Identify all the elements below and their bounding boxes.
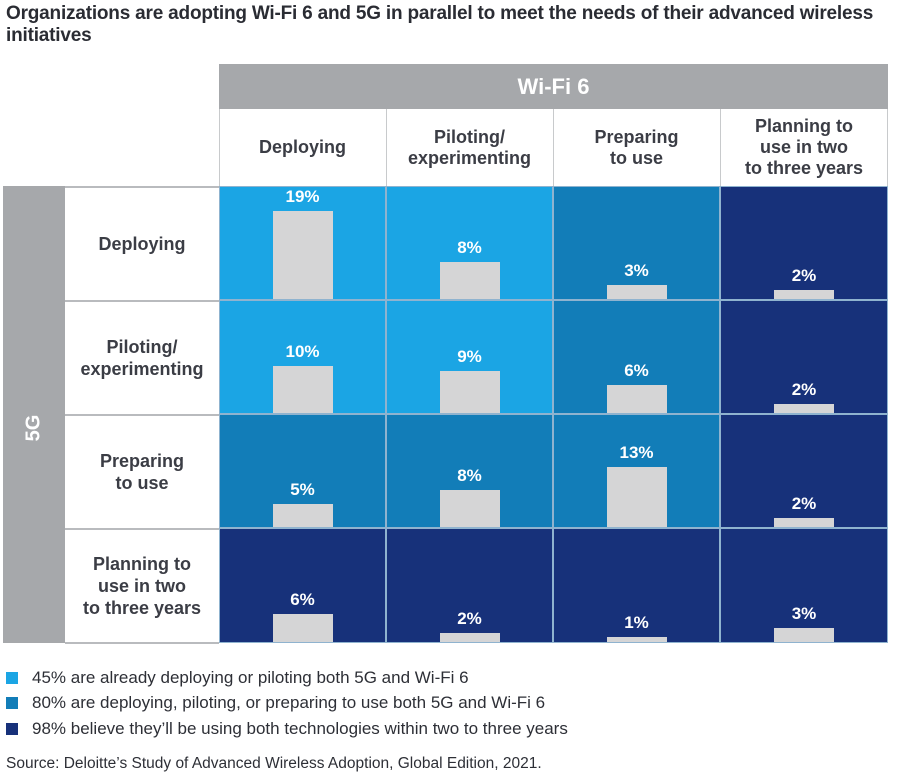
bar <box>774 404 834 413</box>
column-header-piloting: Piloting/ experimenting <box>386 109 552 186</box>
data-label: 1% <box>624 613 649 632</box>
data-label: 2% <box>791 266 817 285</box>
legend-item-tier1: 45% are already deploying or piloting bo… <box>6 665 886 691</box>
5g-axis-title: 5G <box>22 414 45 442</box>
bar <box>273 614 333 642</box>
bar <box>273 211 333 299</box>
column-header-preparing: Preparing to use <box>553 109 719 186</box>
bar <box>607 285 667 299</box>
legend-item-tier2: 80% are deploying, piloting, or preparin… <box>6 691 886 717</box>
bar <box>440 490 500 527</box>
data-label: 8% <box>457 238 482 257</box>
heatmap-cell-5g-planning-wifi-piloting: 2% <box>386 528 553 643</box>
legend-swatch-mid-blue <box>6 697 18 710</box>
legend-swatch-light-blue <box>6 671 18 684</box>
bar <box>440 633 500 642</box>
data-label: 8% <box>457 466 482 485</box>
legend-item-tier3: 98% believe they’ll be using both techno… <box>6 716 886 742</box>
heatmap-cell-5g-preparing-wifi-planning: 2% <box>720 414 888 528</box>
data-label: 6% <box>624 361 649 380</box>
column-header-deploying: Deploying <box>219 109 385 186</box>
heatmap-cell-5g-planning-wifi-deploying: 6% <box>219 528 386 643</box>
bar <box>607 637 667 642</box>
bar <box>774 518 834 527</box>
legend: 45% are already deploying or piloting bo… <box>6 665 886 742</box>
row-header-preparing: Preparing to use <box>65 414 219 528</box>
bar <box>774 628 834 642</box>
row-header-planning: Planning to use in two to three years <box>65 528 219 644</box>
bar <box>440 262 500 299</box>
heatmap-cell-5g-deploying-wifi-planning: 2% <box>720 186 888 300</box>
data-label: 3% <box>791 604 817 623</box>
legend-swatch-navy <box>6 722 18 735</box>
data-label: 2% <box>457 609 482 628</box>
wifi6-axis-title: Wi-Fi 6 <box>517 73 590 99</box>
row-header-piloting: Piloting/ experimenting <box>65 300 219 414</box>
heatmap-cell-5g-deploying-wifi-deploying: 19% <box>219 186 386 300</box>
data-label: 3% <box>624 261 649 280</box>
data-label: 10% <box>285 342 320 361</box>
data-label: 13% <box>619 443 654 462</box>
bar <box>774 290 834 299</box>
heatmap-cell-5g-piloting-wifi-preparing: 6% <box>553 300 720 414</box>
bar <box>273 366 333 413</box>
heatmap-cell-5g-preparing-wifi-deploying: 5% <box>219 414 386 528</box>
5g-axis-header <box>3 186 65 643</box>
data-label: 5% <box>290 480 315 499</box>
heatmap-cell-5g-planning-wifi-planning: 3% <box>720 528 888 643</box>
data-label: 19% <box>285 187 320 206</box>
heatmap-cell-5g-deploying-wifi-preparing: 3% <box>553 186 720 300</box>
bar <box>607 467 667 527</box>
legend-text: 80% are deploying, piloting, or preparin… <box>32 693 546 713</box>
heatmap-cell-5g-planning-wifi-preparing: 1% <box>553 528 720 643</box>
heatmap-cell-5g-preparing-wifi-piloting: 8% <box>386 414 553 528</box>
legend-text: 45% are already deploying or piloting bo… <box>32 667 469 687</box>
heatmap-cell-5g-piloting-wifi-deploying: 10% <box>219 300 386 414</box>
data-label: 2% <box>791 494 817 513</box>
heatmap-cell-5g-piloting-wifi-planning: 2% <box>720 300 888 414</box>
wifi6-axis-header: Wi-Fi 6 <box>219 64 888 109</box>
bar <box>607 385 667 413</box>
data-label: 2% <box>791 380 817 399</box>
chart-title: Organizations are adopting Wi-Fi 6 and 5… <box>6 3 874 46</box>
row-header-deploying: Deploying <box>65 186 219 300</box>
legend-text: 98% believe they’ll be using both techno… <box>32 718 568 738</box>
column-header-planning: Planning to use in two to three years <box>720 109 888 186</box>
source-note: Source: Deloitte’s Study of Advanced Wir… <box>6 755 542 772</box>
heatmap-cell-5g-deploying-wifi-piloting: 8% <box>386 186 553 300</box>
data-label: 9% <box>457 347 482 366</box>
bar <box>273 504 333 527</box>
heatmap-cell-5g-preparing-wifi-preparing: 13% <box>553 414 720 528</box>
data-label: 6% <box>290 590 315 609</box>
bar <box>440 371 500 413</box>
heatmap-cell-5g-piloting-wifi-piloting: 9% <box>386 300 553 414</box>
